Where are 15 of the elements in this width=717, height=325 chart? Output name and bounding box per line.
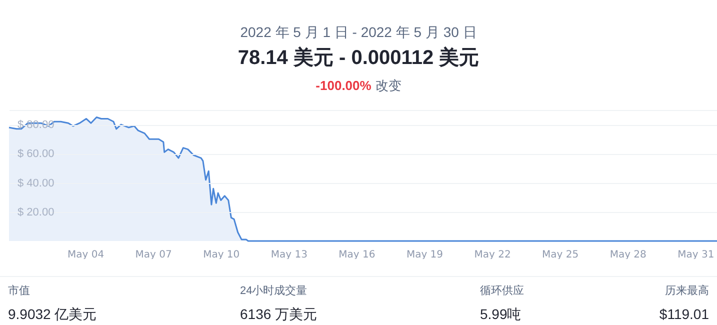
text: $119.01 [659,306,709,322]
chart-subtitle: 2022 年 5 月 1 日 - 2022 年 5 月 30 日 [239,24,478,42]
text: 24小时成交量 [240,284,308,298]
text: 市值 [8,284,31,298]
chart-title: 78.14 美元 - 0.000112 美元 [236,46,480,71]
text: -100.00% [316,78,372,93]
text: 6136 万美元 [240,306,318,324]
text: 5.99吨 [480,306,522,324]
text: 循环供应 [480,284,524,298]
text: 改变 [375,78,402,93]
text: 9.9032 亿美元 [8,306,97,324]
y-tick-label: $ 40.00 [18,177,54,190]
y-tick-label: $ 20.00 [18,206,54,218]
text: 历来最高 [664,284,709,298]
y-tick-label: $ 60.00 [18,148,54,160]
